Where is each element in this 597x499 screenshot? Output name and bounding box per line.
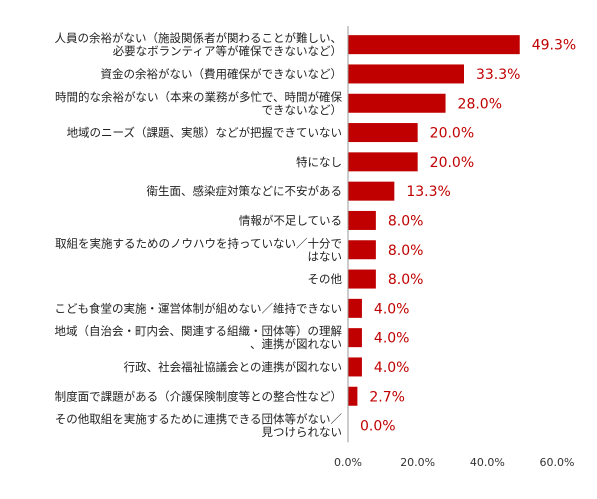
bar <box>348 240 376 260</box>
value-label: 28.0% <box>458 96 502 112</box>
bars <box>348 35 520 406</box>
category-label: 特になし <box>296 155 342 169</box>
value-label: 8.0% <box>388 243 424 259</box>
category-label: 衛生面、感染症対策などに不安がある <box>147 184 343 198</box>
category-label-line: その他 <box>308 272 343 286</box>
value-label: 4.0% <box>374 331 410 347</box>
category-label-line: 見つけられない <box>262 425 343 439</box>
bar <box>348 328 362 348</box>
category-label: 行政、社会福祉協議会との連携が図れない <box>124 360 342 374</box>
category-label: 資金の余裕がない（費用確保ができないなど） <box>101 67 343 81</box>
bar <box>348 35 520 55</box>
category-label-line: 、連携が図れない <box>250 337 342 351</box>
value-label: 8.0% <box>388 272 424 288</box>
category-label-line: 衛生面、感染症対策などに不安がある <box>147 184 343 198</box>
category-label: その他 <box>308 272 343 286</box>
x-tick-labels: 0.0% 20.0% 40.0% 60.0% <box>334 456 574 469</box>
category-label-line: 特になし <box>296 155 342 169</box>
x-tick-label: 20.0% <box>400 456 435 469</box>
category-label-line: 制度面で課題がある（介護保険制度等との整合性など） <box>55 389 342 403</box>
value-label: 20.0% <box>430 155 474 171</box>
bar <box>348 269 376 289</box>
category-label: 人員の余裕がない（施設関係者が関わることが難しい、必要なボランティア等が確保でき… <box>55 31 343 58</box>
category-label-line: 資金の余裕がない（費用確保ができないなど） <box>101 67 343 81</box>
value-label: 4.0% <box>374 301 410 317</box>
category-label-line: 取組を実施するためのノウハウを持っていない／十分で <box>55 236 342 250</box>
value-label: 4.0% <box>374 360 410 376</box>
category-label: 取組を実施するためのノウハウを持っていない／十分ではない <box>55 236 342 263</box>
value-label: 33.3% <box>476 67 520 83</box>
value-label: 8.0% <box>388 213 424 229</box>
bar <box>348 93 446 113</box>
value-label: 20.0% <box>430 126 474 142</box>
x-tick-label: 0.0% <box>334 456 362 469</box>
category-label: その他取組を実施するために連携できる団体等がない／見つけられない <box>55 412 343 439</box>
category-label-line: 行政、社会福祉協議会との連携が図れない <box>124 360 342 374</box>
value-label: 2.7% <box>369 389 405 405</box>
category-label-line: 時間的な余裕がない（本来の業務が多忙で、時間が確保 <box>55 90 343 104</box>
category-label: 地域のニーズ（課題、実態）などが把握できていない <box>67 126 342 140</box>
value-label: 13.3% <box>406 184 450 200</box>
category-label-line: 必要なボランティア等が確保できないなど） <box>113 44 342 58</box>
category-label-line: はない <box>308 249 343 263</box>
value-labels: 49.3% 33.3% 28.0% 20.0% 20.0% 13.3% 8.0% 8.0% 8.… <box>360 38 576 435</box>
category-label-line: 地域（自治会・町内会、関連する組織・団体等）の理解 <box>55 324 343 338</box>
category-label: 地域（自治会・町内会、関連する組織・団体等）の理解、連携が図れない <box>55 324 343 351</box>
bar <box>348 210 376 230</box>
category-labels: 人員の余裕がない（施設関係者が関わることが難しい、必要なボランティア等が確保でき… <box>55 31 343 439</box>
category-label-line: こども食堂の実施・運営体制が組めない／維持できない <box>55 301 343 315</box>
bar <box>348 123 418 143</box>
category-label: 制度面で課題がある（介護保険制度等との整合性など） <box>55 389 342 403</box>
category-label-line: 情報が不足している <box>239 213 342 227</box>
bar <box>348 357 362 377</box>
bar <box>348 181 395 201</box>
category-label: 情報が不足している <box>239 213 342 227</box>
x-tick-label: 60.0% <box>540 456 575 469</box>
bar <box>348 64 464 84</box>
bar <box>348 152 418 172</box>
bar <box>348 298 362 318</box>
category-label: こども食堂の実施・運営体制が組めない／維持できない <box>55 301 343 315</box>
category-label-line: その他取組を実施するために連携できる団体等がない／ <box>55 412 343 426</box>
value-label: 49.3% <box>532 38 576 54</box>
category-label-line: できないなど） <box>262 103 343 117</box>
x-tick-label: 40.0% <box>470 456 505 469</box>
category-label-line: 地域のニーズ（課題、実態）などが把握できていない <box>67 126 342 140</box>
value-label: 0.0% <box>360 419 396 435</box>
category-label-line: 人員の余裕がない（施設関係者が関わることが難しい、 <box>55 31 343 45</box>
bar <box>348 386 358 406</box>
category-label: 時間的な余裕がない（本来の業務が多忙で、時間が確保できないなど） <box>55 90 343 117</box>
